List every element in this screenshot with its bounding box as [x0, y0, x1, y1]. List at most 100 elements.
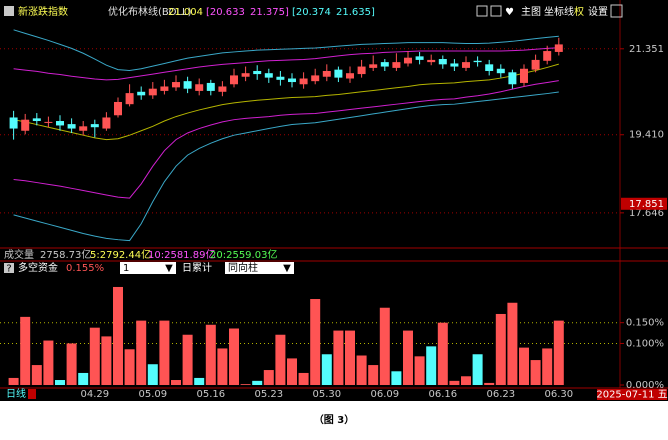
candle-body — [21, 119, 30, 131]
fund-bar — [31, 365, 42, 385]
help-icon[interactable] — [4, 263, 14, 273]
price-marker: 17.851 — [629, 199, 664, 210]
fund-bar — [437, 322, 448, 385]
tab-marker — [28, 389, 36, 399]
candle-body — [462, 62, 470, 68]
boll-mid: 21.004 — [168, 7, 203, 18]
candle-body — [438, 59, 447, 65]
fund-bar — [89, 327, 100, 385]
candle-body — [79, 126, 88, 131]
indicator-name: 优化布林线(BOLL) — [108, 5, 192, 18]
boll-line — [13, 47, 559, 81]
candle-body — [380, 62, 389, 67]
candle-body — [508, 72, 517, 85]
candle-body — [543, 51, 552, 61]
candle-body — [485, 64, 494, 71]
fund-bar — [240, 384, 251, 385]
fund-bar — [553, 320, 564, 385]
candle-body — [230, 75, 238, 85]
dropdown[interactable] — [120, 262, 176, 274]
fund-bar — [507, 302, 518, 385]
zoom-out-button[interactable] — [490, 5, 502, 17]
x-tick-label: 06.09 — [370, 389, 399, 400]
candle-body — [264, 73, 273, 78]
icon[interactable] — [4, 6, 14, 16]
boll-band: [20.633 — [206, 7, 245, 18]
candle-body — [415, 56, 424, 60]
dropdown-value: 1 — [123, 263, 129, 274]
candle-body — [520, 68, 528, 83]
cursor-date: 2025-07-11 五 — [596, 390, 667, 401]
candle-body — [9, 117, 18, 129]
candle-body — [148, 88, 157, 96]
candle-body — [404, 57, 412, 64]
fund-bar — [426, 346, 437, 385]
fund-bar — [263, 370, 274, 385]
fund-bar — [472, 354, 483, 385]
candle-body — [427, 59, 436, 63]
volume-ma: 10:2581.89亿 — [148, 248, 215, 261]
fund-bar — [252, 380, 263, 385]
fund-bar — [159, 320, 170, 385]
candle-body — [276, 76, 285, 80]
favorite-icon[interactable]: ♥ — [505, 7, 514, 18]
candle-body — [172, 82, 180, 88]
toolbar-button[interactable]: 坐标线 — [544, 5, 574, 18]
toolbar-button[interactable]: 设置 — [588, 6, 608, 18]
toolbar-button[interactable]: 主图 — [521, 6, 541, 18]
zoom-in-button[interactable] — [476, 5, 488, 17]
x-tick-label: 05.16 — [196, 389, 225, 400]
period-tab[interactable]: 日线 — [6, 387, 26, 400]
fund-bar — [182, 334, 193, 385]
y-tick-label: 17.646 — [629, 208, 664, 219]
fund-bar — [78, 372, 89, 385]
candle-body — [218, 86, 227, 92]
candle-body — [346, 73, 354, 79]
candle-body — [114, 101, 122, 116]
candle-body — [473, 60, 482, 63]
fund-bar — [147, 364, 158, 385]
fund-bar — [495, 313, 506, 385]
fund-value: 0.155% — [66, 263, 104, 274]
dropdown[interactable] — [225, 262, 294, 274]
toolbar-button[interactable]: 权 — [574, 5, 584, 18]
boll-line — [13, 91, 559, 242]
dropdown-arrow: ▼ — [283, 263, 291, 274]
dropdown-value: 同向柱 — [228, 261, 258, 274]
candle-body — [392, 62, 401, 68]
fund-bar — [8, 377, 19, 385]
fund-bar — [136, 320, 147, 385]
fund-bar — [530, 360, 541, 385]
candle-body — [206, 82, 215, 91]
candle-body — [369, 64, 378, 68]
y-tick-label: 0.150% — [626, 318, 664, 329]
fund-bar — [55, 380, 65, 385]
expand-button[interactable] — [610, 4, 623, 18]
fund-bar — [368, 365, 379, 385]
boll-line — [13, 63, 559, 141]
fund-bar — [321, 354, 332, 385]
x-tick-label: 06.30 — [544, 389, 573, 400]
x-tick-label: 05.09 — [138, 389, 167, 400]
period-label: 日累计 — [182, 261, 212, 274]
candle-body — [299, 78, 308, 85]
candle-body — [90, 124, 99, 128]
x-tick-label: 05.30 — [312, 389, 341, 400]
candle-body — [496, 68, 505, 74]
fund-bar — [310, 299, 321, 385]
fund-bar — [229, 328, 239, 385]
candle-body — [67, 124, 76, 129]
candle-body — [102, 117, 111, 129]
date-box — [597, 389, 667, 400]
candle-body — [450, 63, 459, 67]
x-tick-label: 06.23 — [486, 389, 515, 400]
y-tick-label: 0.000% — [626, 380, 664, 391]
price-marker-box — [621, 197, 667, 210]
candle-body — [357, 66, 366, 75]
fund-bar — [542, 348, 553, 385]
fund-bar — [298, 372, 309, 385]
fund-bar — [519, 347, 529, 385]
fund-bar — [101, 336, 112, 385]
fund-bar — [66, 343, 77, 385]
